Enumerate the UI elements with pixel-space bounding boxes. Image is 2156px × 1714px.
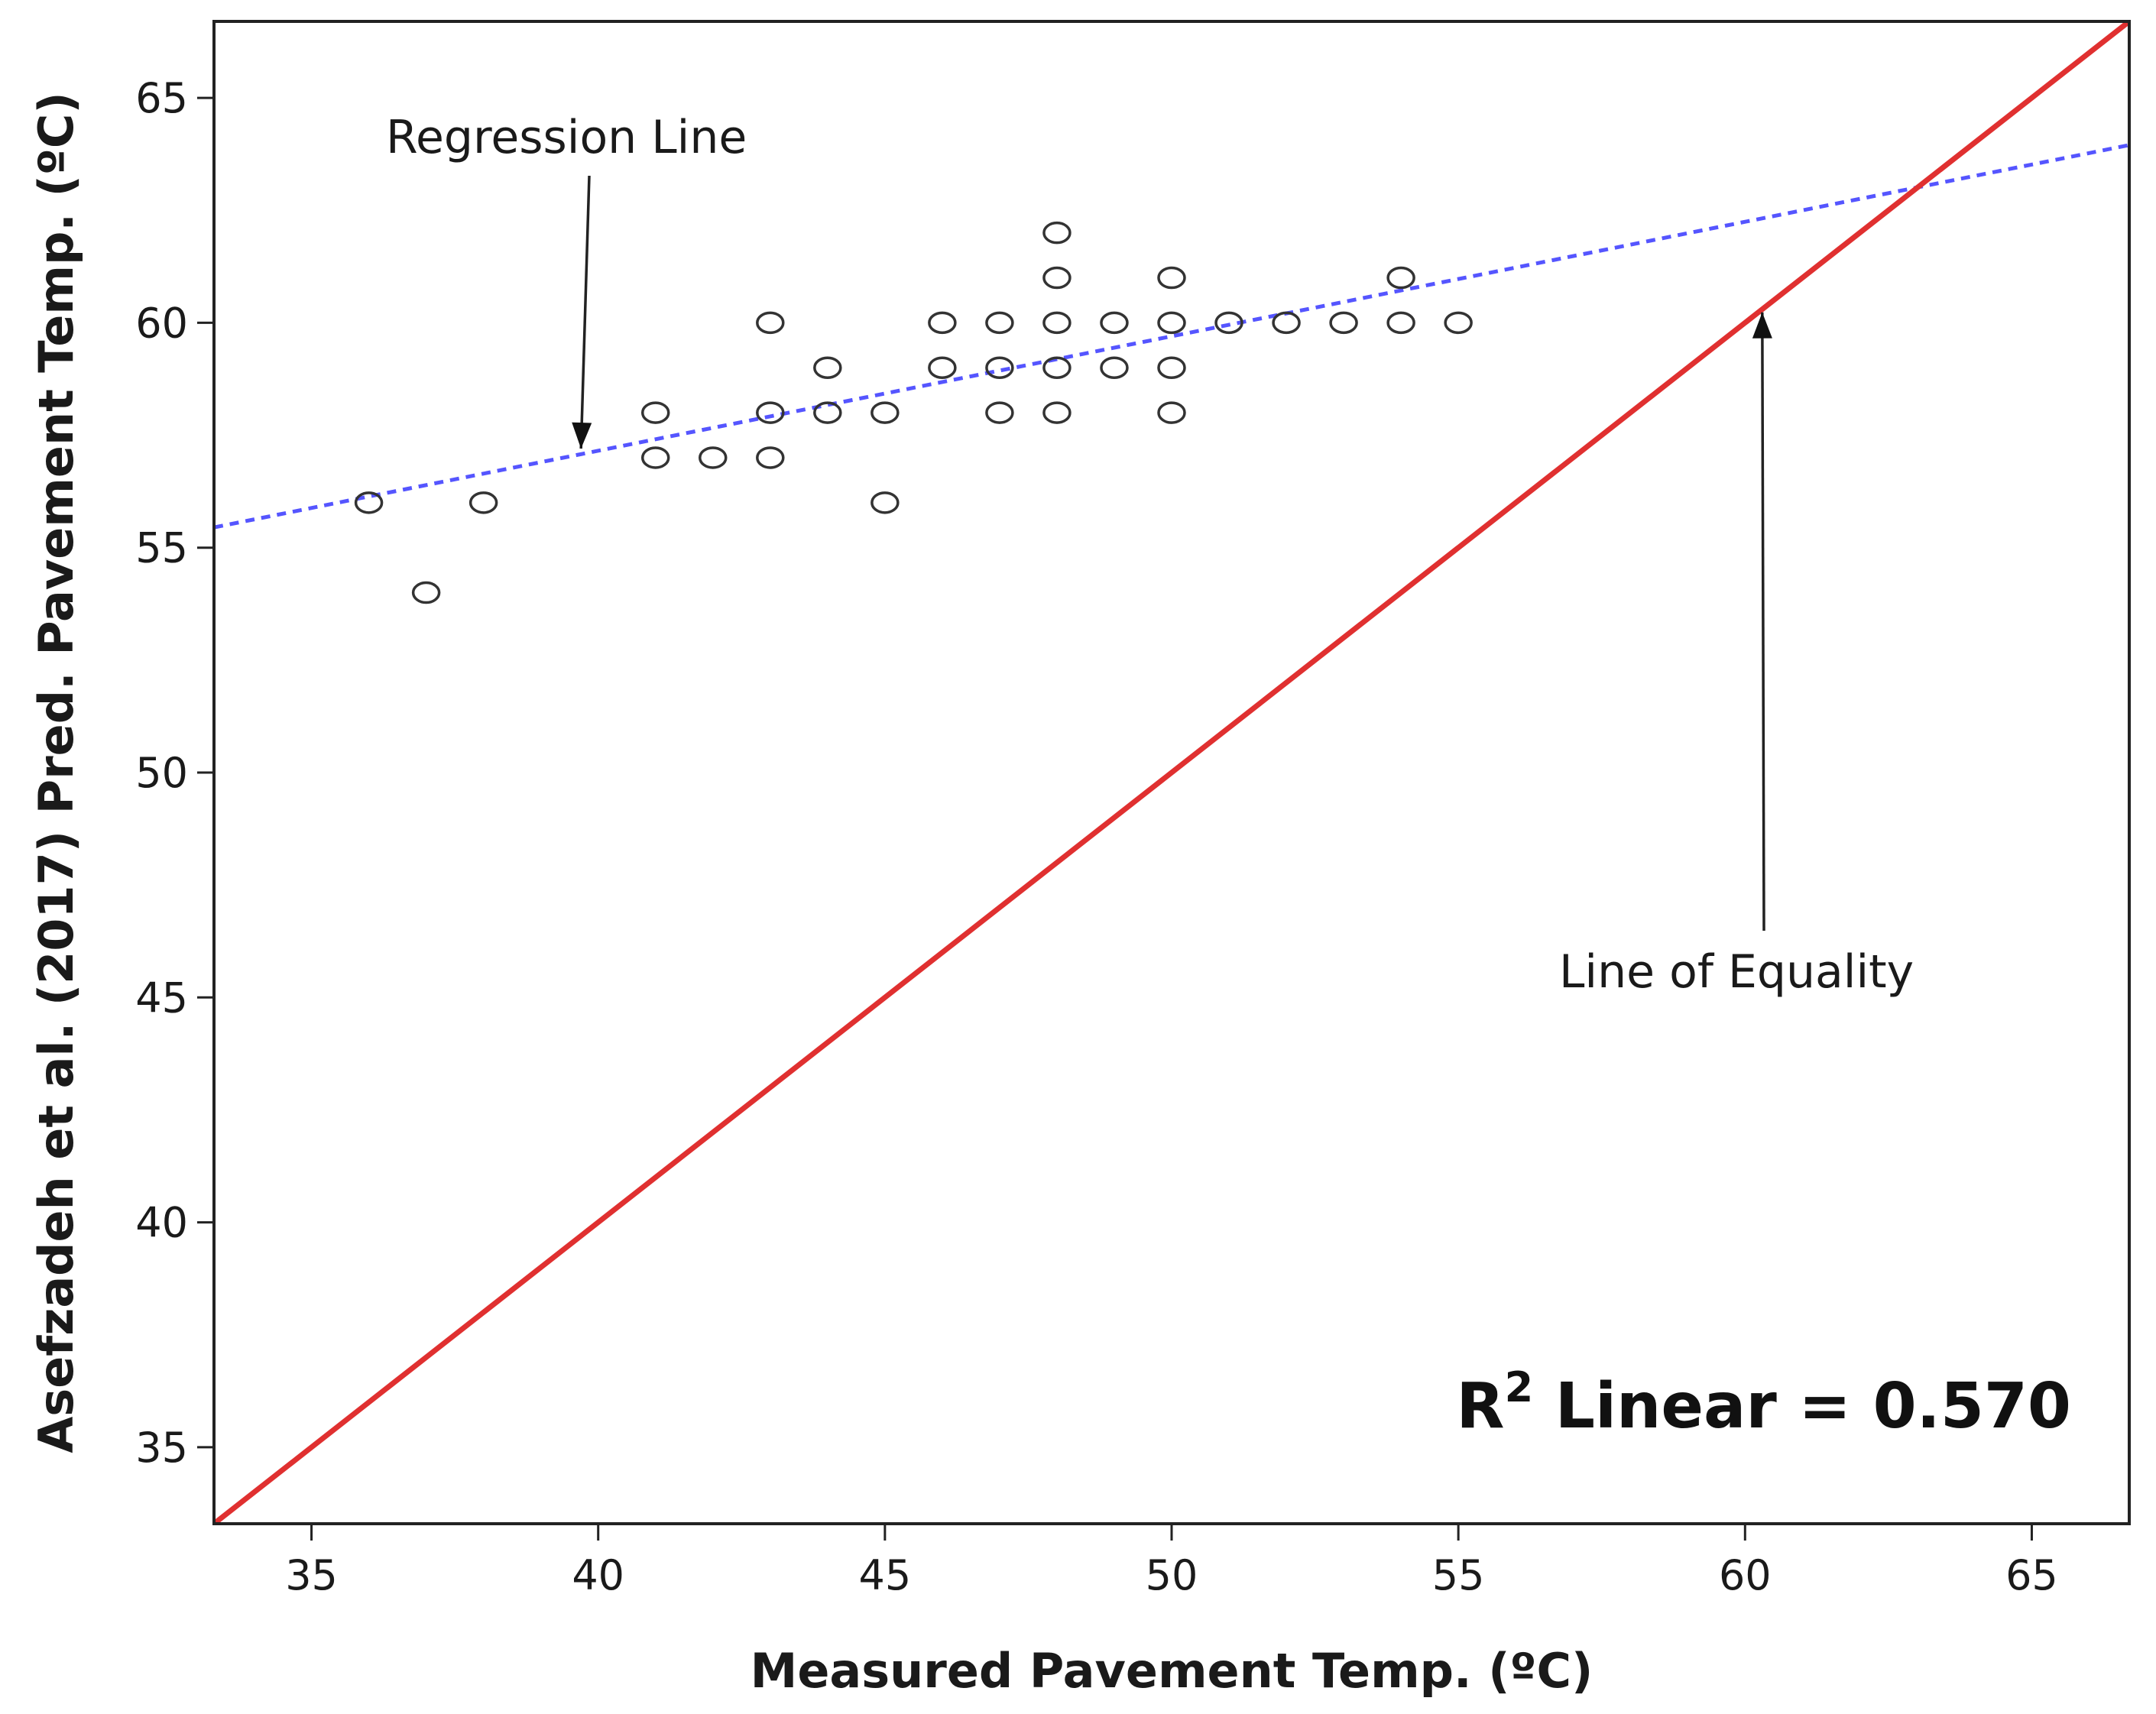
line-of-equality: [214, 21, 2129, 1524]
scatter-point: [1042, 311, 1072, 335]
scatter-point: [985, 356, 1014, 379]
scatter-point: [1329, 311, 1358, 335]
line-of-equality-annotation-arrow-shaft: [1761, 312, 1765, 932]
scatter-point: [813, 401, 842, 424]
scatter-point: [699, 446, 728, 469]
scatter-point: [1100, 311, 1129, 335]
x-tick-label: 55: [1432, 1551, 1485, 1599]
y-tick-label: 50: [135, 749, 188, 797]
scatter-point: [1386, 311, 1415, 335]
x-tick-label: 45: [858, 1551, 911, 1599]
x-tick-label: 50: [1146, 1551, 1198, 1599]
y-axis-title: Asefzadeh et al. (2017) Pred. Pavement T…: [28, 92, 84, 1453]
line-of-equality-annotation: Line of Equality: [1559, 945, 1914, 999]
scatter-point: [928, 356, 957, 379]
x-axis-title: Measured Pavement Temp. (ºC): [751, 1643, 1593, 1699]
scatter-point: [640, 446, 670, 469]
y-tick-label: 45: [135, 974, 188, 1022]
scatter-point: [756, 401, 785, 424]
x-tick-label: 65: [2005, 1551, 2058, 1599]
scatter-point: [985, 401, 1014, 424]
scatter-point: [1042, 356, 1072, 379]
scatter-point: [640, 401, 670, 424]
scatter-point: [756, 446, 785, 469]
scatter-point: [1157, 356, 1186, 379]
scatter-point: [1272, 311, 1301, 335]
x-tick-label: 35: [285, 1551, 338, 1599]
scatter-point: [1157, 311, 1186, 335]
y-tick-label: 60: [135, 299, 188, 347]
scatter-point: [354, 491, 384, 514]
x-tick-label: 40: [572, 1551, 624, 1599]
r2-prefix: R: [1456, 1370, 1504, 1443]
regression-line: [214, 143, 2129, 530]
regression-line-annotation-arrow-head: [572, 422, 592, 449]
y-tick-label: 40: [135, 1199, 188, 1247]
y-tick-label: 55: [135, 524, 188, 572]
y-tick-label: 65: [135, 74, 188, 122]
scatter-point: [985, 311, 1014, 335]
scatter-point: [411, 581, 441, 604]
scatter-point: [928, 311, 957, 335]
scatter-point: [468, 491, 498, 514]
scatter-point: [1157, 401, 1186, 424]
scatter-point: [1100, 356, 1129, 379]
scatter-point: [1386, 266, 1415, 290]
regression-line-annotation: Regression Line: [386, 111, 747, 164]
x-tick-label: 60: [1719, 1551, 1772, 1599]
r2-label: R2 Linear = 0.570: [1456, 1363, 2071, 1443]
line-of-equality-annotation-arrow-head: [1752, 312, 1772, 339]
scatter-point: [1042, 401, 1072, 424]
scatter-point: [756, 311, 785, 335]
r2-suffix: Linear = 0.570: [1533, 1370, 2071, 1443]
scatter-point: [871, 401, 900, 424]
scatter-point: [1214, 311, 1243, 335]
scatter-point: [813, 356, 842, 379]
regression-line-annotation-arrow-shaft: [579, 175, 591, 449]
scatter-point: [871, 491, 900, 514]
r2-superscript: 2: [1505, 1363, 1534, 1411]
scatter-point: [1157, 266, 1186, 290]
y-tick-label: 35: [135, 1424, 188, 1472]
scatter-point: [1444, 311, 1473, 335]
scatter-point: [1042, 266, 1072, 290]
scatter-point: [1042, 221, 1072, 245]
